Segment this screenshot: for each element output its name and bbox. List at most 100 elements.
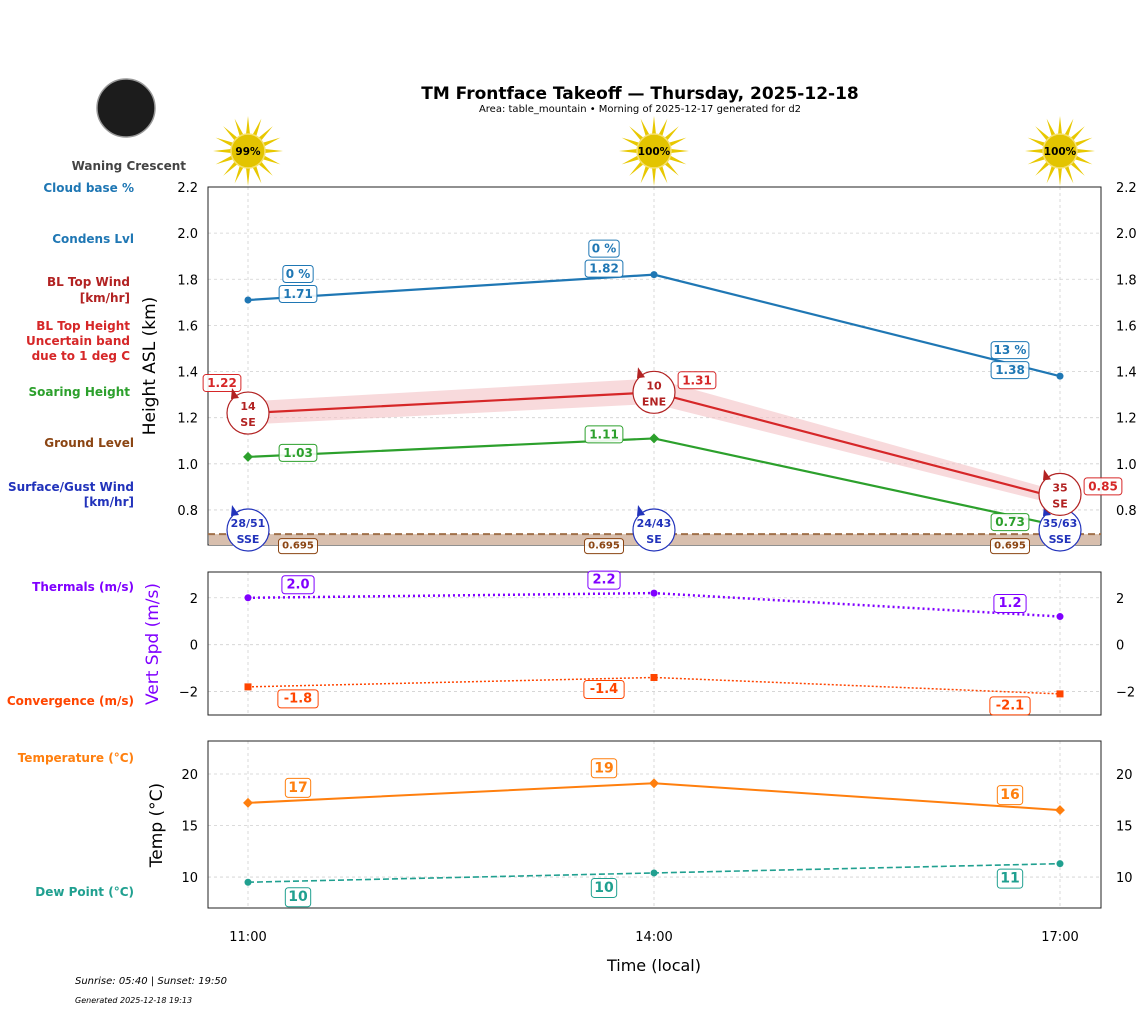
sun-ray: [669, 148, 689, 154]
soaring-point: [243, 451, 253, 462]
sun-ray: [234, 118, 244, 138]
sun-ray: [663, 126, 679, 142]
bl-top-label-text: 0.85: [1088, 479, 1118, 493]
bl-wind-dir: SE: [1052, 497, 1067, 510]
y-tick-left: 1.2: [177, 412, 198, 427]
x-tick: 17:00: [1041, 930, 1078, 945]
cloud-base-label-text: 1.38: [995, 363, 1025, 377]
sun-ray: [1069, 126, 1085, 142]
sun-disc: [230, 133, 266, 169]
dew-point-label-box: [590, 877, 618, 898]
ground-label-box: [278, 538, 318, 555]
x-tick: 11:00: [229, 930, 266, 945]
temperature-point: [649, 778, 659, 789]
soaring-point: [649, 433, 659, 444]
y-tick-right: 0: [1116, 639, 1124, 654]
sun-ray: [252, 164, 262, 184]
sun-disc: [1042, 133, 1078, 169]
bl-top-label: 1.31: [677, 371, 717, 390]
sun-ray: [245, 116, 251, 136]
convergence-label-box: [989, 696, 1031, 716]
dew-point-label: 11: [996, 868, 1024, 889]
sun-ray: [1035, 160, 1051, 176]
thermal-label: 1.2: [993, 594, 1027, 614]
sun-ray: [619, 148, 639, 154]
label-temperature: Temperature (°C): [18, 751, 134, 765]
cloud-pct-label-box: [990, 341, 1030, 360]
label-bl-height: BL Top Height: [36, 319, 130, 333]
moon-icon: [96, 78, 156, 138]
thermal-label-box: [993, 594, 1027, 614]
y-label-vert: Vert Spd (m/s): [143, 583, 163, 705]
surface-wind-dir: SE: [646, 533, 661, 546]
convergence-label-box: [583, 679, 625, 699]
sun-ray: [1057, 166, 1063, 186]
ground-label-box: [990, 538, 1030, 555]
bl-wind: 35 SE: [1038, 469, 1082, 517]
sun-ray: [213, 148, 233, 154]
y-tick-left: 20: [181, 768, 198, 783]
cloud-base-label-box: [278, 285, 318, 304]
sun-ray: [663, 160, 679, 176]
sun-ray: [658, 118, 668, 138]
convergence-point: [244, 683, 252, 691]
temperature-label-text: 17: [288, 780, 307, 796]
x-label: Time (local): [606, 956, 701, 975]
sun-ray: [245, 166, 251, 186]
y-tick-right: 1.8: [1116, 273, 1137, 288]
y-tick-left: −2: [179, 686, 198, 701]
y-tick-right: 10: [1116, 871, 1133, 886]
y-tick-left: 1.8: [177, 273, 198, 288]
sun-ray: [651, 116, 657, 136]
bl-wind: 14 SE: [226, 388, 270, 435]
subtitle: Area: table_mountain • Morning of 2025-1…: [479, 104, 801, 115]
soaring-label: 1.03: [278, 443, 318, 462]
y-tick-right: 1.0: [1116, 458, 1137, 473]
sun-ray: [667, 137, 687, 147]
cloud-base-point: [1056, 372, 1064, 380]
soaring-label-text: 0.73: [995, 515, 1025, 529]
cloud-base-label-box: [584, 259, 624, 278]
cloud-base-label-box: [990, 361, 1030, 380]
y-tick-right: −2: [1116, 686, 1135, 701]
sun-ray: [1046, 118, 1056, 138]
label-bl-band: Uncertain band: [26, 334, 130, 348]
wind-arrow-icon: [231, 388, 239, 400]
sun-ray: [1027, 155, 1047, 165]
sun-ray: [215, 155, 235, 165]
sun-ray: [252, 118, 262, 138]
thermal-label-text: 2.0: [286, 577, 309, 592]
bl-wind-dir: ENE: [642, 395, 666, 408]
convergence-label: -1.4: [583, 679, 625, 699]
temperature-label-box: [284, 777, 312, 798]
sun-ray: [621, 137, 641, 147]
sun-disc: [636, 133, 672, 169]
sun-percent: 100%: [1044, 146, 1077, 158]
surface-wind-speed: 35/63: [1043, 517, 1078, 530]
side-labels: Cloud base % Condens Lvl BL Top Wind [km…: [7, 181, 134, 899]
dew-point-point: [650, 869, 658, 877]
y-tick-left: 2.2: [177, 181, 198, 196]
sun-ray: [1064, 164, 1074, 184]
sun-ray: [1027, 137, 1047, 147]
convergence-point: [650, 673, 658, 681]
cloud-pct-label-text: 0 %: [592, 242, 617, 256]
sun-percent: 99%: [235, 146, 261, 158]
dew-point-label: 10: [284, 887, 312, 908]
y-tick-left: 1.4: [177, 366, 198, 381]
temperature-point: [243, 797, 253, 808]
sun-icon: 100%: [1025, 116, 1095, 186]
axes-frame: [207, 571, 1102, 716]
cloud-pct-label: 0 %: [282, 265, 314, 284]
soaring-label: 1.11: [584, 425, 624, 444]
label-bl-wind-unit: [km/hr]: [80, 291, 130, 305]
label-surface-wind: Surface/Gust Wind: [8, 480, 134, 494]
cloud-pct-label: 0 %: [588, 239, 620, 258]
thermal-point: [650, 589, 658, 597]
sun-ray: [629, 160, 645, 176]
bl-wind-circle: [226, 391, 270, 435]
y-tick-left: 1.0: [177, 458, 198, 473]
temperature-label-text: 16: [1000, 787, 1019, 803]
surface-wind-dir: SSE: [1049, 533, 1072, 546]
sun-ray: [257, 160, 273, 176]
